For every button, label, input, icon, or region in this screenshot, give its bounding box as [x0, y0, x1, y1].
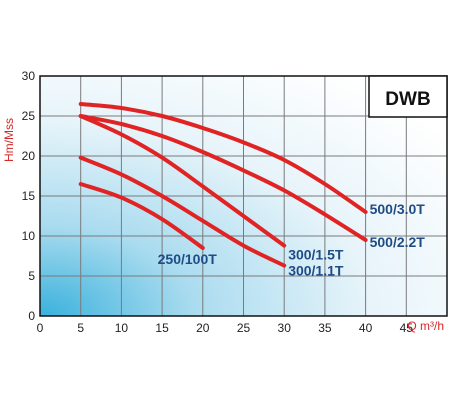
x-tick-label-8: 40	[359, 321, 373, 335]
series-label-300-1-5t: 300/1.5T	[288, 247, 344, 263]
y-tick-labels: 0 5 10 15 20 25 30	[22, 69, 36, 323]
x-tick-label-1: 5	[77, 321, 84, 335]
series-line-500-3-0t	[78, 102, 368, 214]
y-tick-label-3: 15	[22, 189, 36, 203]
x-tick-label-3: 15	[155, 321, 169, 335]
x-tick-label-4: 20	[196, 321, 210, 335]
series-line-300-1-1t	[78, 155, 287, 268]
x-tick-label-2: 10	[115, 321, 129, 335]
x-tick-labels: 0 5 10 15 20 25 30 35 40 45	[37, 321, 414, 335]
y-tick-label-6: 30	[22, 69, 36, 83]
chart-title: DWB	[385, 89, 430, 110]
y-tick-label-0: 0	[28, 309, 35, 323]
y-tick-label-1: 5	[28, 269, 35, 283]
y-axis-label: Hm/Mss	[2, 118, 16, 162]
series-group	[78, 102, 368, 268]
x-axis-label: Q m³/h	[407, 319, 444, 333]
y-tick-label-4: 20	[22, 149, 36, 163]
plot-frame	[39, 75, 448, 317]
series-label-300-1-1t: 300/1.1T	[288, 263, 344, 279]
y-tick-label-5: 25	[22, 109, 36, 123]
series-label-500-2-2t: 500/2.2T	[370, 234, 426, 250]
x-tick-label-7: 35	[318, 321, 332, 335]
x-tick-label-5: 25	[237, 321, 251, 335]
x-tick-label-6: 30	[278, 321, 292, 335]
x-tick-label-9: 45	[400, 321, 414, 335]
y-tick-label-2: 10	[22, 229, 36, 243]
chart-title-box: DWB	[368, 75, 448, 118]
series-line-250-100t	[78, 182, 205, 250]
series-line-500-2-2t	[78, 114, 368, 242]
series-line-300-1-5t	[78, 114, 287, 248]
series-label-500-3-0t: 500/3.0T	[370, 201, 426, 217]
x-tick-label-0: 0	[37, 321, 44, 335]
series-label-250-100t: 250/100T	[158, 251, 218, 267]
